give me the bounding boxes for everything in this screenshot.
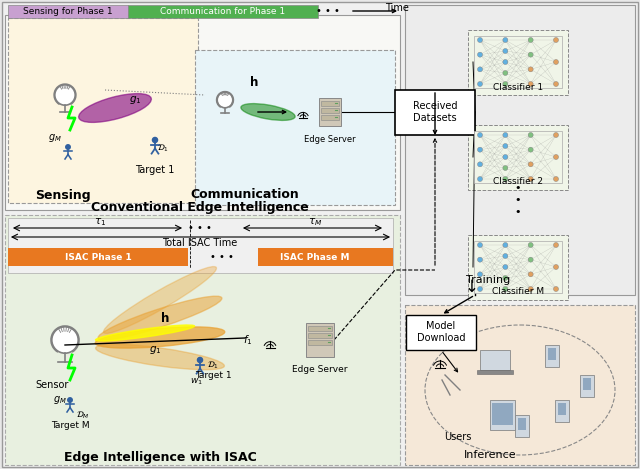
- Text: ISAC Phase M: ISAC Phase M: [280, 252, 349, 262]
- Circle shape: [528, 52, 533, 57]
- Text: Edge Server: Edge Server: [304, 136, 356, 144]
- Text: Total ISAC Time: Total ISAC Time: [163, 238, 237, 248]
- Circle shape: [554, 60, 559, 65]
- Text: Classifier 1: Classifier 1: [493, 83, 543, 91]
- Text: Model
Download: Model Download: [417, 321, 465, 343]
- Text: $\mathcal{D}_M$: $\mathcal{D}_M$: [76, 409, 90, 421]
- Ellipse shape: [95, 327, 225, 348]
- Text: Training: Training: [466, 275, 510, 285]
- Text: Received
Datasets: Received Datasets: [413, 101, 457, 123]
- Text: Target 1: Target 1: [195, 371, 231, 380]
- FancyBboxPatch shape: [518, 418, 526, 430]
- Circle shape: [503, 154, 508, 159]
- Circle shape: [477, 147, 483, 152]
- Text: Classifier M: Classifier M: [492, 287, 544, 296]
- FancyBboxPatch shape: [306, 323, 334, 357]
- FancyBboxPatch shape: [308, 326, 332, 331]
- Text: Sensing: Sensing: [35, 189, 91, 202]
- FancyBboxPatch shape: [515, 415, 529, 437]
- Circle shape: [503, 254, 508, 258]
- FancyBboxPatch shape: [8, 218, 393, 273]
- Text: • • •: • • •: [210, 252, 234, 262]
- Circle shape: [554, 176, 559, 182]
- FancyBboxPatch shape: [580, 375, 594, 397]
- Circle shape: [528, 287, 533, 292]
- FancyBboxPatch shape: [128, 5, 318, 18]
- Circle shape: [528, 176, 533, 182]
- Circle shape: [477, 272, 483, 277]
- Circle shape: [503, 275, 508, 280]
- Circle shape: [477, 67, 483, 72]
- Text: Communication for Phase 1: Communication for Phase 1: [161, 7, 285, 16]
- FancyBboxPatch shape: [548, 348, 556, 360]
- Text: Time: Time: [385, 3, 409, 13]
- Text: $\mathcal{D}_1$: $\mathcal{D}_1$: [207, 359, 219, 371]
- Circle shape: [554, 154, 559, 159]
- Circle shape: [503, 166, 508, 171]
- FancyBboxPatch shape: [5, 15, 400, 210]
- FancyBboxPatch shape: [405, 305, 635, 465]
- Text: Target M: Target M: [51, 422, 90, 431]
- Circle shape: [503, 176, 508, 182]
- Circle shape: [528, 162, 533, 167]
- Circle shape: [503, 82, 508, 86]
- FancyBboxPatch shape: [188, 248, 258, 266]
- Text: Conventional Edge Intelligence: Conventional Edge Intelligence: [91, 202, 309, 214]
- Bar: [195, 50, 395, 205]
- FancyBboxPatch shape: [395, 90, 475, 135]
- Circle shape: [554, 38, 559, 43]
- Ellipse shape: [79, 94, 151, 122]
- Text: h: h: [161, 311, 169, 325]
- Circle shape: [477, 162, 483, 167]
- FancyBboxPatch shape: [321, 101, 339, 106]
- Circle shape: [477, 52, 483, 57]
- FancyBboxPatch shape: [405, 5, 635, 295]
- FancyBboxPatch shape: [474, 241, 562, 293]
- Circle shape: [68, 398, 72, 402]
- Text: $\tau_M$: $\tau_M$: [308, 216, 322, 228]
- Circle shape: [503, 144, 508, 149]
- Text: Edge Intelligence with ISAC: Edge Intelligence with ISAC: [63, 452, 257, 464]
- Circle shape: [528, 272, 533, 277]
- FancyBboxPatch shape: [406, 315, 476, 350]
- Text: Sensor: Sensor: [35, 380, 68, 390]
- Circle shape: [503, 70, 508, 76]
- FancyBboxPatch shape: [8, 248, 393, 266]
- FancyBboxPatch shape: [319, 98, 341, 126]
- FancyBboxPatch shape: [480, 350, 510, 370]
- Circle shape: [503, 133, 508, 137]
- FancyBboxPatch shape: [321, 108, 339, 113]
- Circle shape: [477, 38, 483, 43]
- Ellipse shape: [98, 296, 222, 340]
- FancyBboxPatch shape: [8, 5, 128, 18]
- FancyBboxPatch shape: [558, 403, 566, 415]
- Text: $g_1$: $g_1$: [148, 344, 161, 356]
- Circle shape: [528, 133, 533, 137]
- Circle shape: [503, 265, 508, 270]
- Circle shape: [528, 147, 533, 152]
- FancyBboxPatch shape: [308, 340, 332, 345]
- Circle shape: [528, 257, 533, 262]
- Ellipse shape: [104, 266, 216, 333]
- Circle shape: [503, 60, 508, 65]
- Circle shape: [528, 38, 533, 43]
- Circle shape: [55, 85, 76, 105]
- Bar: [468, 235, 568, 300]
- Text: • • •: • • •: [316, 6, 340, 16]
- Bar: [468, 30, 568, 95]
- Circle shape: [477, 176, 483, 182]
- Circle shape: [477, 82, 483, 86]
- Text: $g_M$: $g_M$: [48, 132, 62, 144]
- FancyBboxPatch shape: [474, 131, 562, 183]
- Text: Inference: Inference: [464, 450, 516, 460]
- Bar: [8, 18, 198, 203]
- Circle shape: [503, 287, 508, 292]
- FancyBboxPatch shape: [492, 403, 513, 425]
- Circle shape: [477, 287, 483, 292]
- FancyBboxPatch shape: [583, 378, 591, 390]
- Text: Communication: Communication: [191, 189, 300, 202]
- Circle shape: [66, 145, 70, 149]
- FancyBboxPatch shape: [555, 400, 569, 422]
- FancyBboxPatch shape: [490, 400, 515, 430]
